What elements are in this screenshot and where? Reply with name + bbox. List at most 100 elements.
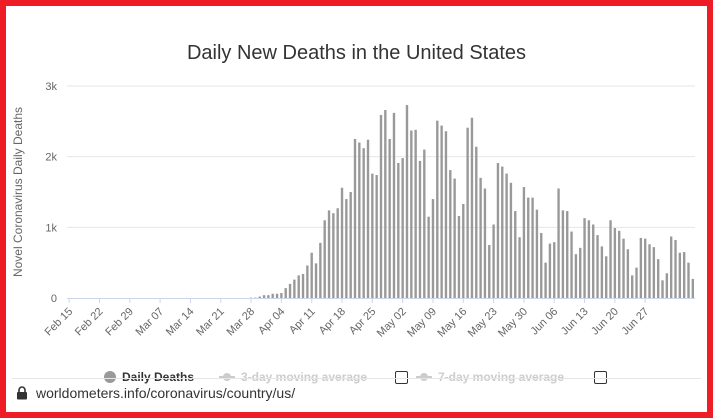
bar[interactable]: [280, 293, 283, 298]
bar[interactable]: [561, 210, 565, 298]
bar[interactable]: [314, 263, 318, 298]
legend-item-daily-deaths[interactable]: Daily Deaths: [104, 367, 194, 387]
bar[interactable]: [531, 197, 534, 298]
bar[interactable]: [518, 237, 521, 298]
bar[interactable]: [293, 279, 296, 298]
bar[interactable]: [371, 173, 374, 298]
bar[interactable]: [665, 273, 669, 298]
bar[interactable]: [301, 273, 305, 298]
bar[interactable]: [297, 275, 300, 298]
bar[interactable]: [379, 114, 383, 298]
bar[interactable]: [418, 160, 422, 298]
checkbox-3-day-average[interactable]: [395, 371, 408, 384]
bar[interactable]: [613, 228, 617, 298]
bar[interactable]: [345, 199, 348, 298]
bar[interactable]: [661, 280, 664, 298]
bar[interactable]: [635, 267, 638, 298]
bar[interactable]: [405, 105, 409, 298]
bar[interactable]: [470, 117, 474, 298]
bar[interactable]: [548, 243, 552, 298]
bar[interactable]: [466, 127, 469, 298]
bar[interactable]: [431, 199, 435, 298]
bar[interactable]: [574, 254, 578, 298]
bar[interactable]: [271, 293, 274, 298]
bar[interactable]: [540, 232, 543, 298]
bar[interactable]: [323, 220, 326, 298]
bar[interactable]: [306, 265, 309, 298]
bar[interactable]: [687, 262, 690, 298]
bar[interactable]: [349, 192, 352, 298]
bar[interactable]: [678, 252, 682, 298]
bar[interactable]: [566, 211, 569, 298]
checkbox-7-day-average[interactable]: [594, 371, 607, 384]
bar[interactable]: [522, 187, 526, 298]
bar[interactable]: [609, 220, 612, 298]
bar[interactable]: [535, 209, 539, 298]
bar[interactable]: [483, 188, 487, 298]
legend-item-3-day-average[interactable]: 3-day moving average: [219, 367, 367, 387]
bar[interactable]: [639, 237, 643, 298]
bar[interactable]: [626, 249, 630, 298]
bar[interactable]: [327, 210, 331, 298]
bar[interactable]: [579, 247, 582, 298]
bar[interactable]: [592, 224, 595, 298]
bar[interactable]: [557, 188, 560, 298]
bar[interactable]: [457, 216, 461, 298]
bar[interactable]: [691, 278, 695, 298]
bar[interactable]: [669, 236, 673, 298]
bar[interactable]: [618, 230, 621, 298]
bar[interactable]: [622, 238, 625, 298]
bar[interactable]: [353, 139, 357, 298]
bar[interactable]: [444, 131, 448, 298]
bar[interactable]: [544, 262, 547, 298]
bar[interactable]: [648, 244, 651, 298]
bar[interactable]: [644, 238, 647, 298]
bar[interactable]: [509, 182, 513, 298]
bar[interactable]: [332, 213, 335, 298]
bar[interactable]: [453, 178, 456, 298]
bar[interactable]: [475, 146, 478, 298]
bar[interactable]: [436, 120, 439, 298]
bar[interactable]: [358, 142, 361, 298]
bar[interactable]: [414, 129, 417, 298]
bar[interactable]: [657, 259, 660, 298]
bar[interactable]: [583, 218, 586, 298]
bar[interactable]: [288, 283, 292, 298]
legend-item-7-day-average[interactable]: 7-day moving average: [416, 367, 564, 387]
bar[interactable]: [449, 170, 452, 298]
bar[interactable]: [392, 112, 396, 298]
bar[interactable]: [496, 163, 500, 298]
bar[interactable]: [319, 242, 322, 298]
page-url[interactable]: worldometers.info/coronavirus/country/us…: [36, 384, 296, 401]
bar[interactable]: [366, 139, 370, 298]
bar[interactable]: [384, 110, 387, 298]
bar[interactable]: [501, 166, 504, 298]
bar[interactable]: [631, 275, 634, 298]
bar[interactable]: [505, 173, 508, 298]
bar[interactable]: [570, 231, 573, 298]
bar[interactable]: [397, 163, 400, 298]
bar[interactable]: [596, 235, 599, 298]
bar[interactable]: [514, 211, 517, 298]
bar[interactable]: [401, 158, 404, 298]
bar[interactable]: [682, 252, 686, 298]
bar[interactable]: [362, 148, 365, 298]
bar[interactable]: [527, 197, 530, 298]
bar[interactable]: [340, 187, 344, 298]
bar[interactable]: [605, 256, 608, 298]
bar[interactable]: [488, 245, 491, 298]
bar[interactable]: [652, 247, 656, 298]
bar[interactable]: [336, 208, 339, 298]
bar[interactable]: [440, 125, 443, 298]
bar[interactable]: [388, 139, 391, 298]
bar[interactable]: [310, 252, 313, 298]
bar[interactable]: [258, 296, 261, 298]
bar[interactable]: [262, 295, 266, 298]
bar[interactable]: [275, 293, 279, 298]
bar[interactable]: [587, 220, 591, 298]
bar[interactable]: [462, 204, 465, 298]
bar[interactable]: [267, 295, 270, 298]
bar[interactable]: [410, 130, 413, 298]
bar[interactable]: [375, 175, 378, 298]
bar[interactable]: [423, 149, 426, 298]
